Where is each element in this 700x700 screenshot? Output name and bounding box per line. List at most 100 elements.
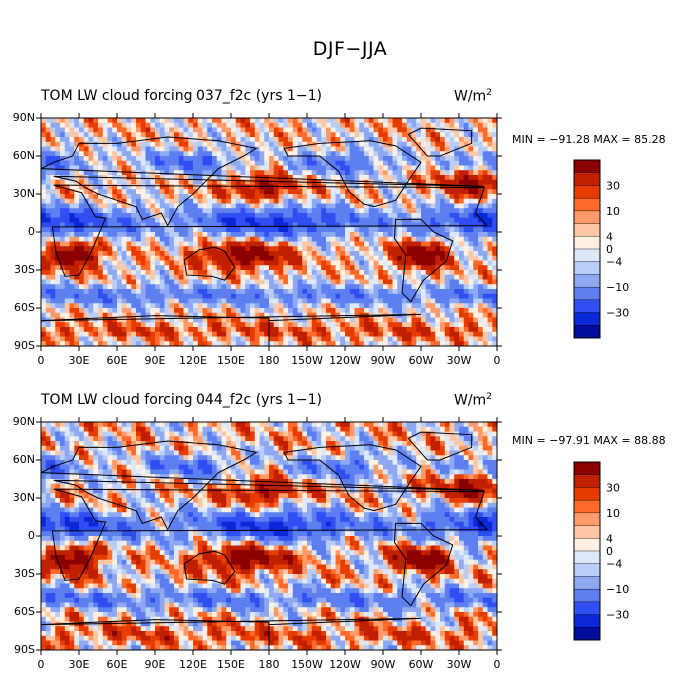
heatmap-cell (50, 270, 56, 276)
heatmap-cell (245, 236, 251, 242)
heatmap-cell (373, 232, 379, 238)
heatmap-cell (269, 227, 275, 233)
heatmap-cell (288, 284, 294, 290)
heatmap-cell (188, 298, 194, 304)
heatmap-cell (45, 132, 51, 138)
heatmap-cell (326, 279, 332, 285)
heatmap-cell (93, 331, 99, 337)
heatmap-cell (83, 293, 89, 299)
heatmap-cell (202, 141, 208, 147)
heatmap-cell (463, 165, 469, 171)
heatmap-cell (117, 322, 123, 328)
heatmap-cell (311, 274, 317, 280)
heatmap-cell (468, 151, 474, 157)
heatmap-cell (107, 222, 113, 228)
heatmap-cell (492, 322, 498, 328)
heatmap-cell (221, 308, 227, 314)
heatmap-cell (397, 270, 403, 276)
heatmap-cell (383, 308, 389, 314)
heatmap-cell (259, 312, 265, 318)
heatmap-cell (102, 265, 108, 271)
heatmap-cell (292, 118, 298, 124)
heatmap-cell (402, 118, 408, 124)
heatmap-cell (492, 426, 498, 432)
heatmap-cell (216, 422, 222, 428)
heatmap-cell (340, 327, 346, 333)
heatmap-cell (330, 260, 336, 266)
heatmap-cell (259, 156, 265, 162)
heatmap-cell (292, 336, 298, 342)
heatmap-cell (226, 184, 232, 190)
heatmap-cell (330, 322, 336, 328)
heatmap-cell (378, 236, 384, 242)
heatmap-cell (411, 426, 417, 432)
heatmap-cell (69, 327, 75, 333)
heatmap-cell (416, 241, 422, 247)
heatmap-cell (368, 213, 374, 219)
heatmap-cell (259, 293, 265, 299)
heatmap-cell (383, 189, 389, 195)
heatmap-cell (440, 255, 446, 261)
heatmap-cell (316, 317, 322, 323)
heatmap-cell (307, 137, 313, 143)
heatmap-cell (321, 251, 327, 257)
heatmap-cell (345, 146, 351, 152)
heatmap-cell (292, 274, 298, 280)
heatmap-cell (482, 141, 488, 147)
heatmap-cell (150, 308, 156, 314)
heatmap-cell (406, 165, 412, 171)
heatmap-cell (364, 189, 370, 195)
heatmap-cell (55, 279, 61, 285)
heatmap-cell (482, 331, 488, 337)
heatmap-cell (193, 426, 199, 432)
heatmap-cell (406, 251, 412, 257)
heatmap-cell (264, 422, 270, 428)
heatmap-cell (207, 227, 213, 233)
heatmap-cell (231, 331, 237, 337)
heatmap-cell (411, 322, 417, 328)
heatmap-cell (487, 118, 493, 124)
heatmap-cell (202, 175, 208, 181)
heatmap-cell (216, 236, 222, 242)
heatmap-cell (117, 422, 123, 428)
heatmap-cell (435, 170, 441, 176)
heatmap-cell (397, 217, 403, 223)
heatmap-cell (278, 246, 284, 252)
heatmap-cell (492, 217, 498, 223)
heatmap-cell (69, 436, 75, 442)
heatmap-cell (159, 236, 165, 242)
heatmap-cell (212, 336, 218, 342)
heatmap-cell (126, 146, 132, 152)
heatmap-cell (193, 336, 199, 342)
heatmap-cell (74, 436, 80, 442)
heatmap-cell (41, 132, 47, 138)
heatmap-cell (454, 341, 460, 347)
heatmap-cell (492, 151, 498, 157)
heatmap-cell (60, 431, 66, 437)
heatmap-cell (74, 213, 80, 219)
heatmap-cell (188, 341, 194, 347)
heatmap-cell (311, 217, 317, 223)
heatmap-cell (378, 198, 384, 204)
heatmap-cell (136, 293, 142, 299)
heatmap-cell (402, 213, 408, 219)
heatmap-cell (335, 232, 341, 238)
heatmap-cell (178, 175, 184, 181)
heatmap-cell (288, 279, 294, 285)
heatmap-cell (292, 213, 298, 219)
heatmap-cell (454, 426, 460, 432)
heatmap-cell (226, 217, 232, 223)
heatmap-cell (212, 213, 218, 219)
heatmap-cell (292, 241, 298, 247)
heatmap-cell (449, 227, 455, 233)
heatmap-cell (478, 289, 484, 295)
heatmap-cell (288, 298, 294, 304)
heatmap-cell (50, 151, 56, 157)
heatmap-cell (183, 151, 189, 157)
heatmap-cell (79, 298, 85, 304)
heatmap-cell (64, 165, 70, 171)
heatmap-cell (112, 198, 118, 204)
heatmap-cell (226, 260, 232, 266)
heatmap-cell (55, 322, 61, 328)
heatmap-cell (459, 203, 465, 209)
